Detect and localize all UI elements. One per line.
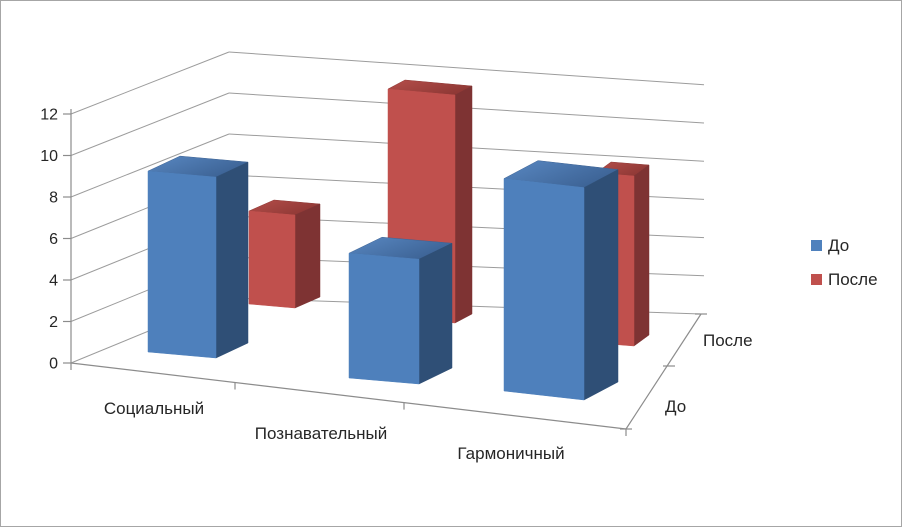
bar-До-Социальный-front-face [147, 170, 217, 359]
value-tick-label-6: 6 [49, 231, 58, 248]
bar-После-Социальный-side-face [294, 203, 321, 309]
category-label-0: Социальный [104, 399, 204, 418]
gridline-leftwall-10 [70, 92, 230, 156]
gridline-leftwall-8 [70, 133, 230, 198]
value-tick-label-8: 8 [49, 190, 58, 207]
gridline-leftwall-12 [70, 51, 230, 115]
value-tick-label-0: 0 [49, 356, 58, 373]
legend-swatch-После [811, 274, 822, 285]
bar-После-Гармоничный-side-face [633, 164, 650, 347]
bar-До-Гармоничный-front-face [503, 178, 585, 401]
value-tick-label-10: 10 [40, 148, 58, 165]
bar-После-Социальный-front-face [248, 210, 296, 309]
gridline-backwall-12 [228, 51, 705, 86]
bar-До-Гармоничный-side-face [583, 169, 619, 401]
value-tick-label-4: 4 [49, 273, 58, 290]
depth-axis-line [625, 313, 702, 430]
category-label-1: Познавательный [255, 424, 387, 443]
depth-axis-label-1: После [703, 331, 753, 350]
bar-До-Познавательный-side-face [418, 242, 453, 385]
value-tick-label-2: 2 [49, 314, 58, 331]
legend-label-До: До [828, 236, 849, 255]
legend-swatch-До [811, 240, 822, 251]
bar-После-Познавательный-side-face [454, 85, 473, 324]
legend-label-После: После [828, 270, 878, 289]
category-axis-line [70, 362, 627, 430]
bar-До-Социальный-side-face [215, 161, 249, 359]
category-label-2: Гармоничный [457, 444, 564, 463]
bar-До-Познавательный-front-face [348, 252, 420, 385]
depth-axis-label-0: До [665, 397, 686, 416]
value-tick-label-12: 12 [40, 107, 58, 124]
